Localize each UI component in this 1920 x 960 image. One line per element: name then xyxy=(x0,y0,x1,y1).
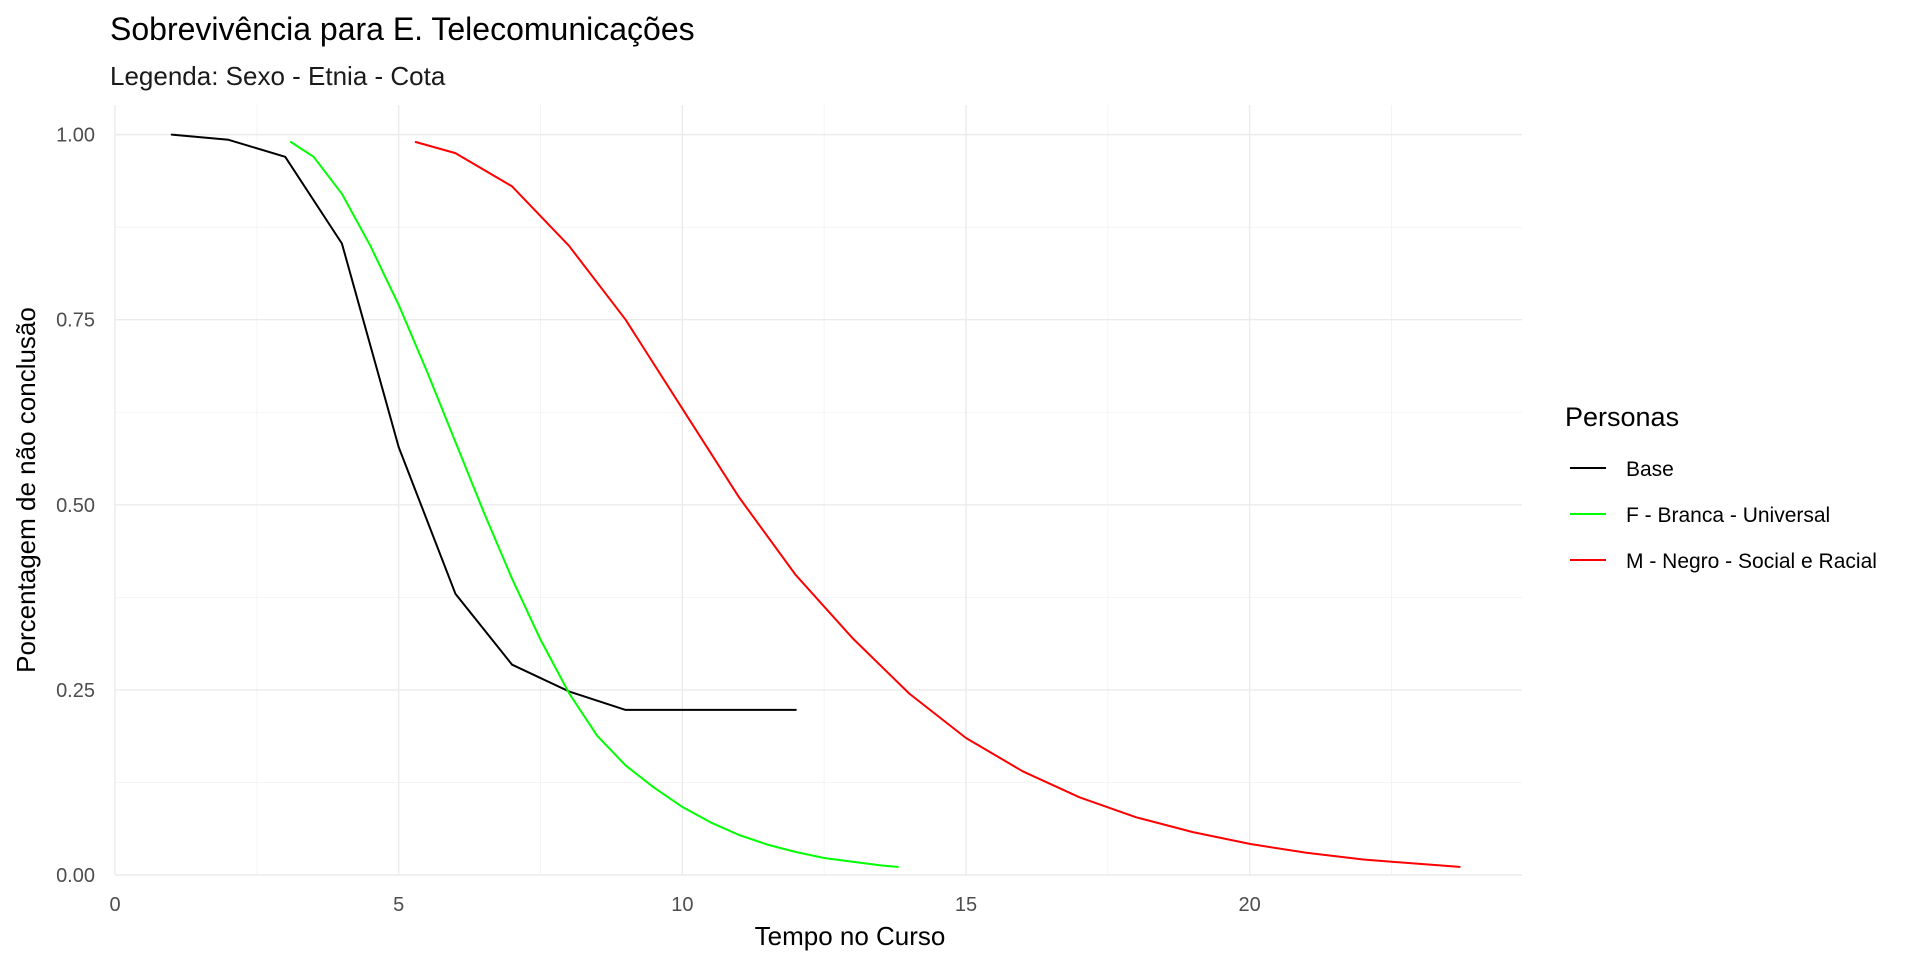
x-axis-title: Tempo no Curso xyxy=(755,921,946,951)
chart-subtitle: Legenda: Sexo - Etnia - Cota xyxy=(110,61,446,91)
series-lines xyxy=(170,133,1461,868)
legend-label-2: M - Negro - Social e Racial xyxy=(1626,550,1877,573)
x-tick-label: 10 xyxy=(671,894,693,916)
y-axis-title: Porcentagem de não conclusão xyxy=(11,307,41,673)
y-tick-label: 0.00 xyxy=(56,865,95,887)
x-tick-label: 15 xyxy=(955,894,977,916)
y-tick-label: 0.75 xyxy=(56,310,95,332)
x-tick-label: 5 xyxy=(393,894,404,916)
series-line-1 xyxy=(289,141,899,868)
series-line-2 xyxy=(414,141,1461,868)
legend-label-1: F - Branca - Universal xyxy=(1626,504,1830,527)
major-gridlines xyxy=(114,105,1522,876)
series-line-0 xyxy=(170,133,797,711)
legend-title: Personas xyxy=(1565,402,1679,432)
x-axis-ticks: 0 5 10 15 20 xyxy=(109,894,1260,916)
y-axis-ticks: 0.00 0.25 0.50 0.75 1.00 xyxy=(56,125,95,887)
chart-title: Sobrevivência para E. Telecomunicações xyxy=(110,11,695,47)
x-tick-label: 0 xyxy=(109,894,120,916)
x-tick-label: 20 xyxy=(1239,894,1261,916)
legend: Personas Base F - Branca - Universal M - N… xyxy=(1565,402,1877,573)
y-tick-label: 0.50 xyxy=(56,495,95,517)
y-tick-label: 1.00 xyxy=(56,125,95,147)
y-tick-label: 0.25 xyxy=(56,680,95,702)
legend-label-0: Base xyxy=(1626,458,1674,481)
minor-gridlines xyxy=(115,105,1522,875)
